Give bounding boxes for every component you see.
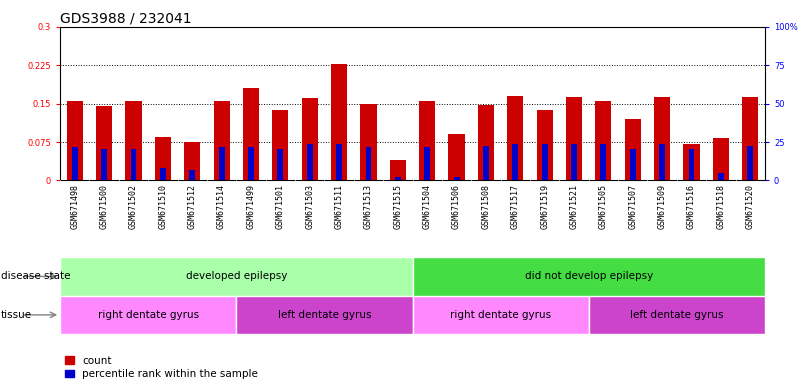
Bar [214, 101, 230, 180]
Bar [689, 149, 694, 180]
Bar [589, 296, 765, 334]
Bar [336, 144, 342, 180]
Bar [654, 97, 670, 180]
Text: GSM671515: GSM671515 [393, 184, 402, 229]
Text: tissue: tissue [1, 310, 32, 320]
Bar [302, 98, 318, 180]
Bar [277, 149, 284, 180]
Text: GSM671507: GSM671507 [628, 184, 638, 229]
Bar [625, 119, 641, 180]
Text: GSM671519: GSM671519 [540, 184, 549, 229]
Text: GSM671503: GSM671503 [305, 184, 314, 229]
Bar [743, 97, 759, 180]
Text: GSM671512: GSM671512 [187, 184, 197, 229]
Text: left dentate gyrus: left dentate gyrus [630, 310, 723, 320]
Bar [630, 149, 636, 180]
Bar [189, 170, 195, 180]
Bar [713, 138, 729, 180]
Bar [272, 110, 288, 180]
Text: left dentate gyrus: left dentate gyrus [278, 310, 371, 320]
Bar [101, 149, 107, 180]
Text: GSM671505: GSM671505 [599, 184, 608, 229]
Bar [72, 147, 78, 180]
Bar [395, 177, 400, 180]
Text: right dentate gyrus: right dentate gyrus [98, 310, 199, 320]
Bar [390, 160, 406, 180]
Text: GSM671521: GSM671521 [570, 184, 578, 229]
Bar [537, 110, 553, 180]
Bar [236, 296, 413, 334]
Bar [541, 144, 548, 180]
Bar [60, 296, 236, 334]
Bar [413, 257, 765, 296]
Bar [60, 257, 413, 296]
Text: GSM671510: GSM671510 [159, 184, 167, 229]
Bar [513, 144, 518, 180]
Text: GSM671520: GSM671520 [746, 184, 755, 229]
Text: GSM671504: GSM671504 [423, 184, 432, 229]
Bar [243, 88, 259, 180]
Text: GSM671500: GSM671500 [99, 184, 109, 229]
Bar [360, 104, 376, 180]
Text: GSM671513: GSM671513 [364, 184, 373, 229]
Text: GSM671514: GSM671514 [217, 184, 226, 229]
Bar [747, 146, 753, 180]
Text: GSM671518: GSM671518 [716, 184, 726, 229]
Bar [331, 64, 347, 180]
Text: disease state: disease state [1, 271, 70, 281]
Bar [126, 101, 142, 180]
Bar [248, 147, 254, 180]
Text: GSM671517: GSM671517 [511, 184, 520, 229]
Bar [566, 97, 582, 180]
Bar [718, 173, 724, 180]
Bar [307, 144, 312, 180]
Bar [66, 101, 83, 180]
Text: GSM671509: GSM671509 [658, 184, 666, 229]
Legend: count, percentile rank within the sample: count, percentile rank within the sample [66, 356, 258, 379]
Bar [419, 101, 435, 180]
Text: GSM671508: GSM671508 [481, 184, 490, 229]
Text: GSM671501: GSM671501 [276, 184, 285, 229]
Text: developed epilepsy: developed epilepsy [186, 271, 287, 281]
Bar [595, 101, 611, 180]
Bar [131, 149, 136, 180]
Bar [96, 106, 112, 180]
Text: GSM671502: GSM671502 [129, 184, 138, 229]
Bar [659, 144, 665, 180]
Bar [601, 144, 606, 180]
Bar [365, 147, 372, 180]
Bar [413, 296, 589, 334]
Bar [449, 134, 465, 180]
Bar [184, 142, 200, 180]
Text: did not develop epilepsy: did not develop epilepsy [525, 271, 653, 281]
Text: GSM671499: GSM671499 [247, 184, 256, 229]
Bar [219, 147, 224, 180]
Text: GDS3988 / 232041: GDS3988 / 232041 [60, 12, 191, 26]
Bar [453, 177, 460, 180]
Bar [160, 168, 166, 180]
Bar [155, 137, 171, 180]
Text: GSM671498: GSM671498 [70, 184, 79, 229]
Bar [683, 144, 699, 180]
Bar [425, 147, 430, 180]
Text: GSM671506: GSM671506 [452, 184, 461, 229]
Bar [478, 105, 494, 180]
Bar [483, 146, 489, 180]
Bar [571, 144, 577, 180]
Text: right dentate gyrus: right dentate gyrus [450, 310, 551, 320]
Text: GSM671511: GSM671511 [335, 184, 344, 229]
Text: GSM671516: GSM671516 [687, 184, 696, 229]
Bar [507, 96, 523, 180]
